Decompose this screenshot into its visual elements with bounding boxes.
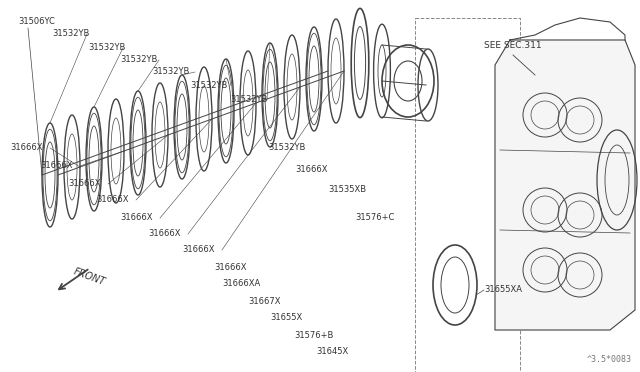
- Text: 31506YC: 31506YC: [18, 17, 55, 26]
- Text: 31532YB: 31532YB: [268, 144, 305, 153]
- Text: 31666X: 31666X: [10, 144, 42, 153]
- Text: 31532YB: 31532YB: [88, 44, 125, 52]
- Text: 31655XA: 31655XA: [484, 285, 522, 295]
- Polygon shape: [495, 40, 635, 330]
- Text: 31532YB: 31532YB: [190, 81, 227, 90]
- Text: 31576+C: 31576+C: [355, 214, 394, 222]
- Text: 31666X: 31666X: [295, 166, 328, 174]
- Text: 31645X: 31645X: [316, 347, 348, 356]
- Text: 31667X: 31667X: [248, 298, 280, 307]
- Text: 31666X: 31666X: [120, 214, 152, 222]
- Text: 31532YB: 31532YB: [120, 55, 157, 64]
- Text: 31666X: 31666X: [148, 230, 180, 238]
- Text: 31666X: 31666X: [96, 196, 129, 205]
- Text: SEE SEC.311: SEE SEC.311: [484, 41, 542, 50]
- Text: FRONT: FRONT: [72, 266, 107, 287]
- Text: 31666X: 31666X: [182, 246, 214, 254]
- Text: 31666X: 31666X: [40, 161, 72, 170]
- Text: 31666X: 31666X: [68, 180, 100, 189]
- Text: 31655X: 31655X: [270, 314, 302, 323]
- Text: 31532YB: 31532YB: [52, 29, 90, 38]
- Text: 31535XB: 31535XB: [328, 186, 366, 195]
- Text: 31532YB: 31532YB: [230, 96, 268, 105]
- Text: 31532YB: 31532YB: [152, 67, 189, 77]
- Text: 31666X: 31666X: [214, 263, 246, 273]
- Text: ^3.5*0083: ^3.5*0083: [587, 355, 632, 364]
- Text: 31666XA: 31666XA: [222, 279, 260, 289]
- Text: 31576+B: 31576+B: [294, 331, 333, 340]
